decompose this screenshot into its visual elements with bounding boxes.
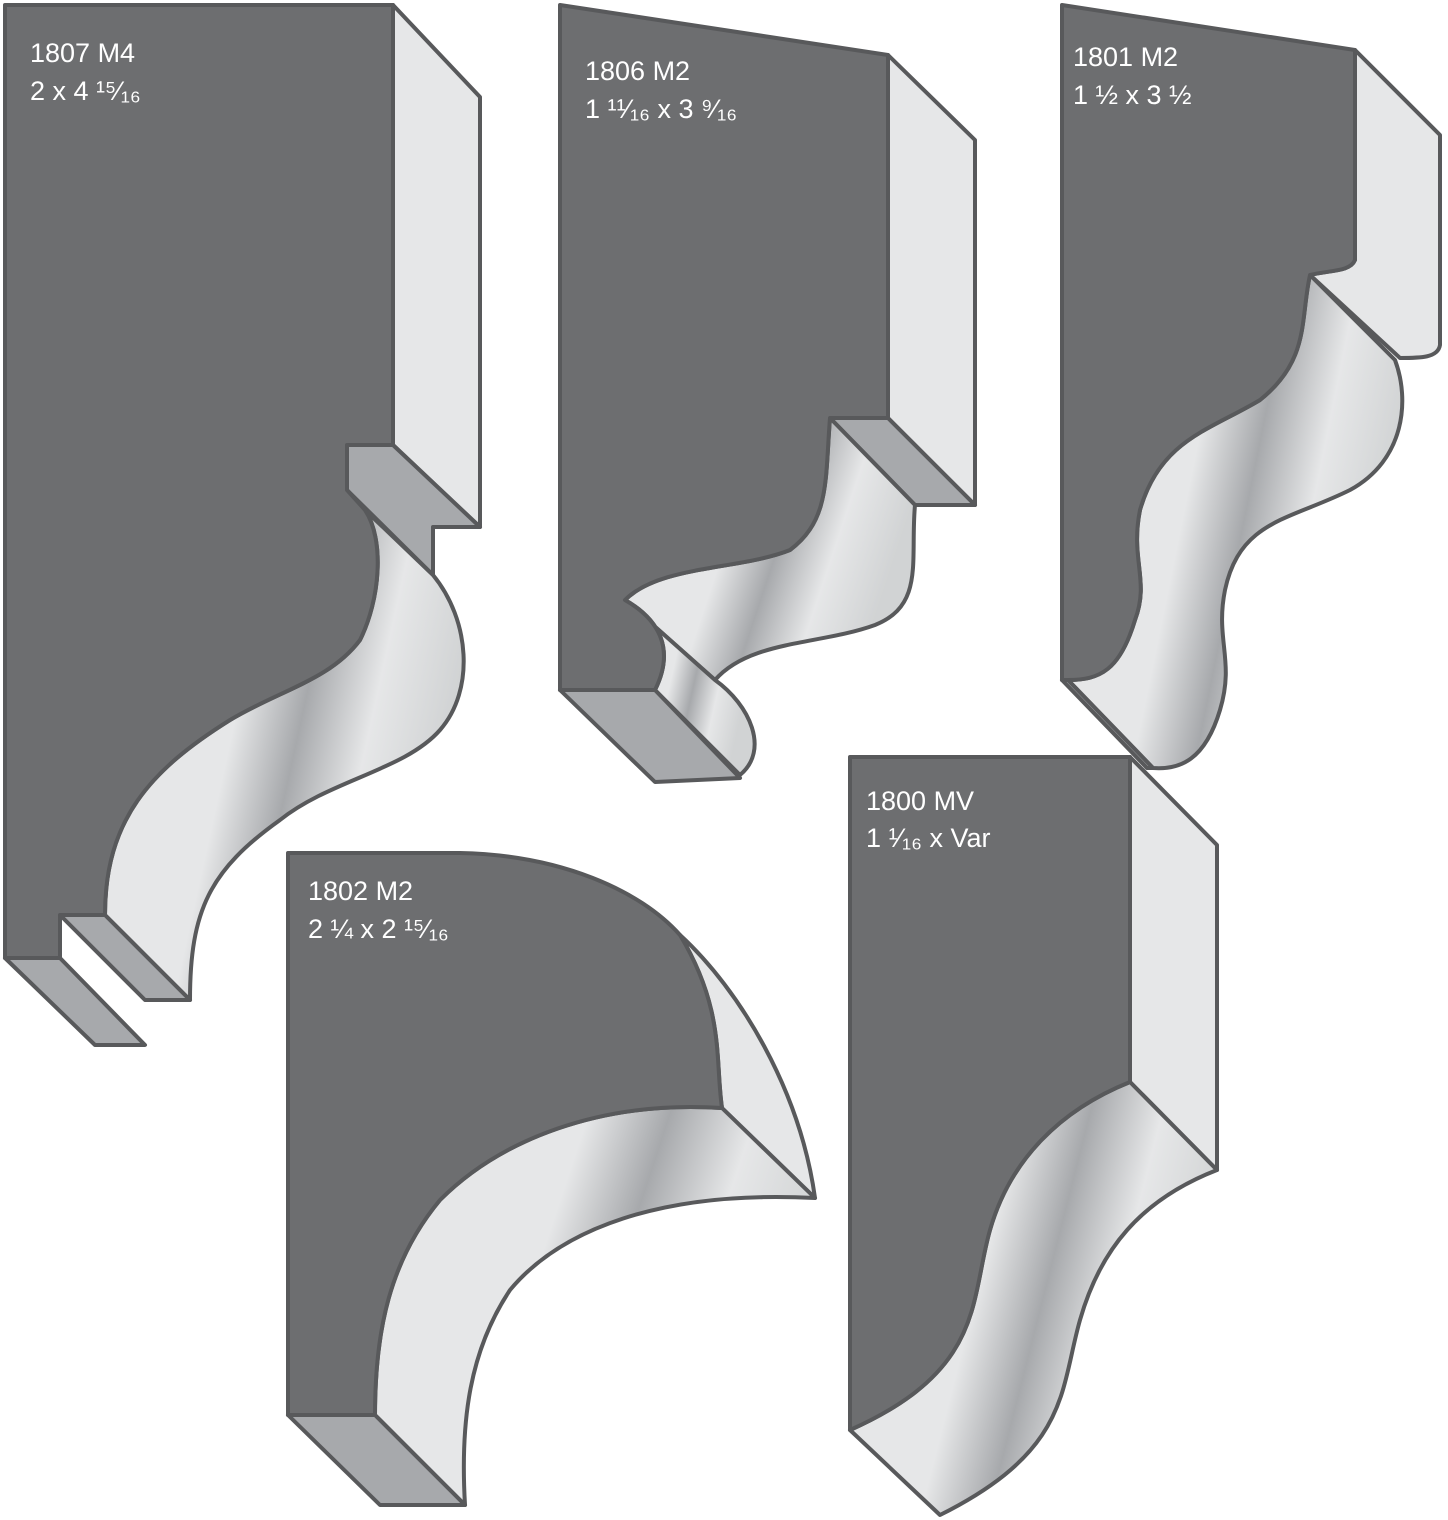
profile-size: 2 x 4 ¹⁵⁄₁₆	[30, 76, 141, 106]
end-face	[1060, 678, 1155, 770]
profile-1802: 1802 M2 2 ¼ x 2 ¹⁵⁄₁₆	[286, 851, 817, 1507]
profile-code: 1800 MV	[866, 786, 974, 816]
profile-size: 1 ¹⁄₁₆ x Var	[866, 823, 991, 853]
profile-size: 2 ¼ x 2 ¹⁵⁄₁₆	[308, 914, 449, 944]
front-face	[558, 3, 890, 692]
front-face	[3, 3, 395, 960]
profile-1800: 1800 MV 1 ¹⁄₁₆ x Var	[848, 755, 1219, 1517]
profile-size: 1 ¹¹⁄₁₆ x 3 ⁹⁄₁₆	[585, 94, 737, 124]
profile-1801: 1801 M2 1 ½ x 3 ½	[1060, 3, 1442, 771]
profile-code: 1802 M2	[308, 876, 413, 906]
profile-1807: 1807 M4 2 x 4 ¹⁵⁄₁₆	[3, 3, 482, 1047]
front-face	[1060, 3, 1357, 682]
side-face	[391, 3, 482, 529]
profile-1806: 1806 M2 1 ¹¹⁄₁₆ x 3 ⁹⁄₁₆	[558, 3, 977, 784]
profile-size: 1 ½ x 3 ½	[1073, 80, 1192, 110]
profile-code: 1807 M4	[30, 38, 135, 68]
front-face	[848, 755, 1132, 1432]
front-face	[286, 851, 724, 1417]
profile-code: 1806 M2	[585, 56, 690, 86]
profile-code: 1801 M2	[1073, 42, 1178, 72]
